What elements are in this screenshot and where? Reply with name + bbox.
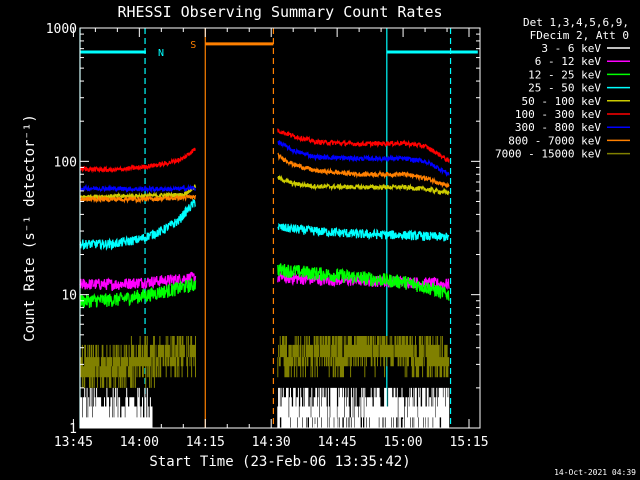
series-5-segment-1 (277, 128, 450, 163)
series-3 (79, 199, 450, 251)
marker-label-s: S (190, 40, 196, 51)
x-tick-label: 13:45 (54, 435, 93, 450)
series-0 (79, 387, 450, 428)
legend: Det 1,3,4,5,6,9, FDecim 2, Att 0 3 - 6 k… (495, 16, 630, 161)
x-tick-label: 14:00 (120, 435, 159, 450)
series-4-segment-1 (277, 174, 450, 196)
series-6-segment-0 (79, 183, 196, 194)
y-tick-label: 10 (61, 289, 77, 304)
x-tick-label: 15:15 (449, 435, 488, 450)
axes: 1 10 100 1000 13:45 14:00 14:15 14:30 14:45 15:00… (46, 22, 489, 450)
legend-entry-label-8: 7000 - 15000 keV (495, 148, 601, 161)
marker-label-n: N (158, 48, 164, 59)
series-6-segment-1 (277, 140, 450, 177)
series-2-segment-0 (79, 277, 197, 309)
legend-entry-label-5: 100 - 300 keV (515, 108, 601, 121)
legend-entry-label-4: 50 - 100 keV (522, 95, 602, 108)
y-tick-label: 100 (54, 155, 77, 170)
legend-entry-label-7: 800 - 7000 keV (508, 134, 601, 147)
y-tick-label: 1000 (46, 22, 77, 37)
series-5-segment-0 (79, 147, 196, 174)
series-6 (79, 140, 450, 194)
legend-entry-label-0: 3 - 6 keV (541, 42, 601, 55)
x-axis-label: Start Time (23-Feb-06 13:35:42) (149, 454, 410, 470)
chart-title: RHESSI Observing Summary Count Rates (117, 3, 442, 21)
series-1-segment-0 (79, 271, 197, 292)
legend-entry-label-1: 6 - 12 keV (535, 55, 602, 68)
legend-header-line-2: FDecim 2, Att 0 (530, 29, 629, 42)
series-7 (79, 152, 450, 204)
plot-frame (79, 27, 481, 429)
legend-header-line-1: Det 1,3,4,5,6,9, (523, 16, 629, 29)
footer-timestamp: 14-Oct-2021 04:39 (554, 468, 636, 477)
series-7-segment-1 (277, 152, 450, 189)
series-5 (79, 128, 450, 174)
x-tick-label: 15:00 (384, 435, 423, 450)
plot-area: NS (79, 28, 478, 428)
series-3-segment-1 (277, 222, 450, 242)
legend-entry-label-2: 12 - 25 keV (528, 68, 601, 81)
series-0-segment-1 (277, 387, 450, 428)
x-tick-label: 14:45 (318, 435, 357, 450)
x-tick-label: 14:30 (252, 435, 291, 450)
series-3-segment-0 (79, 199, 197, 251)
legend-entry-label-6: 300 - 800 keV (515, 121, 601, 134)
series-2 (79, 263, 450, 309)
y-tick-label: 1 (69, 422, 77, 437)
series-7-segment-0 (79, 193, 197, 204)
x-tick-label: 14:15 (186, 435, 225, 450)
series-2-segment-1 (277, 263, 450, 301)
y-axis-label: Count Rate (s⁻¹ detector⁻¹) (22, 114, 38, 342)
legend-entry-label-3: 25 - 50 keV (528, 82, 601, 95)
